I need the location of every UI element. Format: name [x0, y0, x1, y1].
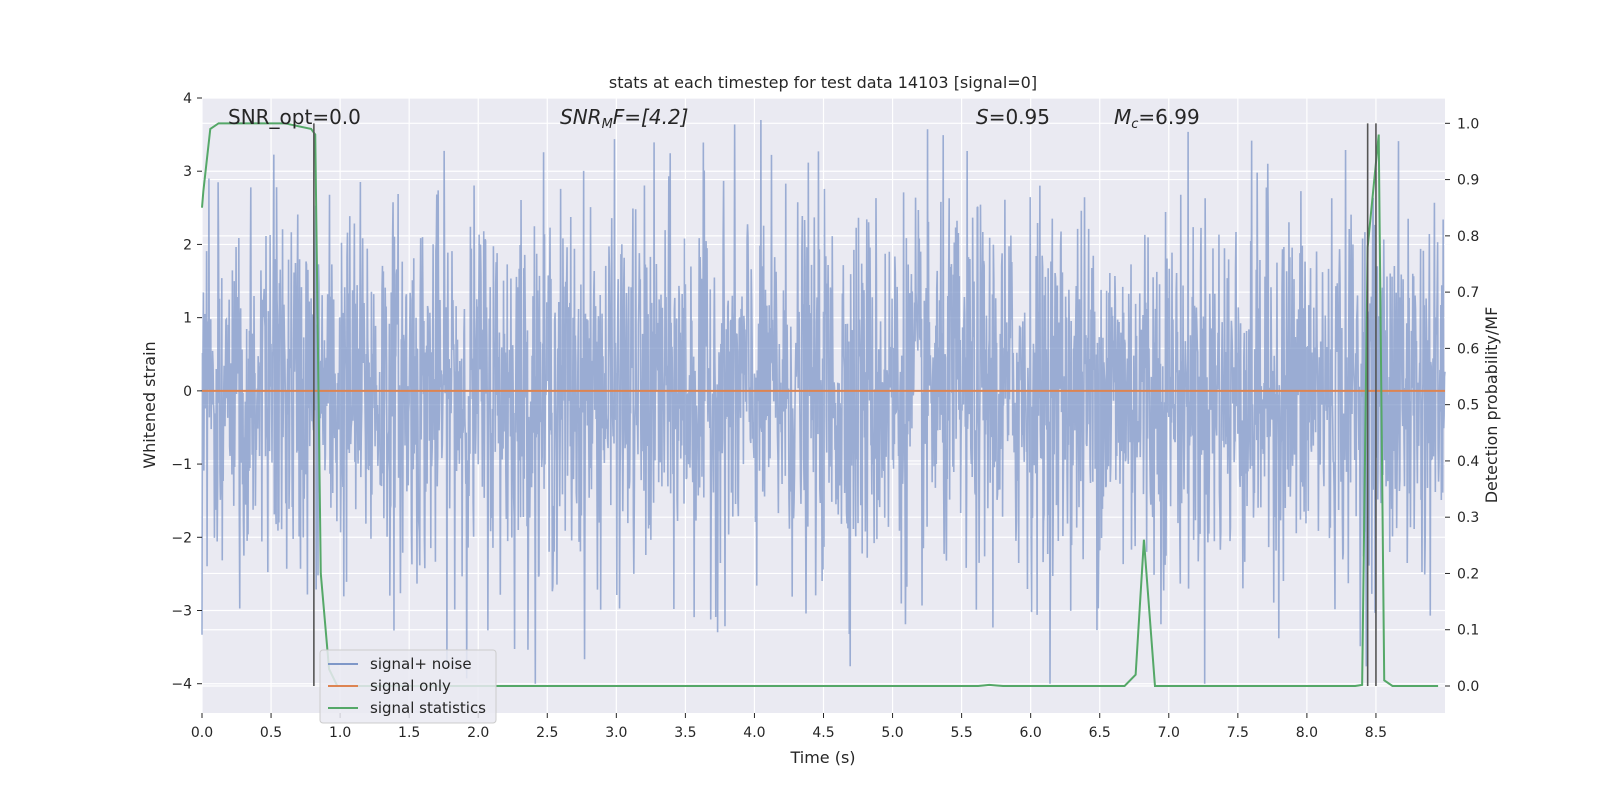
y-right-tick-label-1: 0.1 [1457, 623, 1479, 639]
x-tick-label-2: 1.0 [329, 725, 351, 741]
x-tick-label-8: 4.0 [743, 725, 765, 741]
y-tick-label-1: −3 [171, 604, 192, 620]
y-right-tick-label-5: 0.5 [1457, 398, 1479, 414]
legend-label-signal-statistics: signal statistics [370, 699, 486, 717]
s-rest: =0.95 [989, 105, 1050, 129]
y-tick-label-7: 3 [183, 164, 192, 180]
x-tick-label-4: 2.0 [467, 725, 489, 741]
chart-title: stats at each timestep for test data 141… [609, 73, 1037, 92]
legend-label-signal-noise: signal+ noise [370, 655, 472, 673]
x-tick-label-16: 8.0 [1296, 725, 1318, 741]
x-tick-label-3: 1.5 [398, 725, 420, 741]
y-right-tick-label-10: 1.0 [1457, 116, 1479, 132]
y-right-tick-label-9: 0.9 [1457, 173, 1479, 189]
annotation-s: S=0.95 [976, 105, 1050, 129]
y-ticks-right: 0.0 0.1 0.2 0.3 0.4 0.5 0.6 0.7 0.8 0.9 1.0 [1445, 116, 1479, 695]
annotation-mc: Mc=6.99 [1114, 105, 1200, 132]
x-tick-label-17: 8.5 [1365, 725, 1387, 741]
x-tick-label-12: 6.0 [1020, 725, 1042, 741]
x-tick-label-10: 5.0 [881, 725, 903, 741]
x-tick-label-13: 6.5 [1089, 725, 1111, 741]
x-tick-label-6: 3.0 [605, 725, 627, 741]
legend-box [319, 649, 497, 724]
snr-mf-rest: F=[4.2] [613, 105, 689, 129]
line-series [201, 122, 1445, 687]
annotation-snr-mf: SNRMF=[4.2] [560, 105, 688, 132]
x-tick-label-11: 5.5 [950, 725, 972, 741]
y-ticks: −4 −3 −2 −1 0 1 2 3 4 [171, 91, 202, 693]
y-tick-label-8: 4 [183, 91, 192, 107]
y-right-tick-label-4: 0.4 [1457, 454, 1479, 470]
y-right-tick-label-2: 0.2 [1457, 566, 1479, 582]
y-tick-label-6: 2 [183, 237, 192, 253]
legend-label-signal-only: signal only [370, 677, 451, 695]
y-tick-label-3: −1 [171, 457, 192, 473]
snr-mf-var: SNR [560, 105, 602, 129]
x-tick-label-5: 2.5 [536, 725, 558, 741]
mc-var: M [1114, 105, 1131, 129]
x-tick-label-15: 7.5 [1227, 725, 1249, 741]
vertical-markers [313, 123, 1377, 686]
mc-sub: c [1131, 117, 1138, 132]
s-var: S [976, 105, 989, 129]
series-signal-statistics [201, 122, 1439, 687]
legend: signal+ noise signal only signal statist… [319, 649, 497, 724]
x-tick-label-1: 0.5 [260, 725, 282, 741]
series-signal-noise [201, 119, 1446, 684]
x-tick-label-9: 4.5 [812, 725, 834, 741]
y-tick-label-0: −4 [171, 677, 192, 693]
y-axis-label-right: Detection probability/MF [1482, 307, 1501, 504]
y-tick-label-5: 1 [183, 311, 192, 327]
y-axis-label: Whitened strain [140, 341, 159, 468]
y-tick-label-2: −2 [171, 530, 192, 546]
signal-noise-series [201, 119, 1446, 684]
x-ticks: 0.0 0.5 1.0 1.5 2.0 2.5 3.0 3.5 4.0 4.5 5.0 5.5 6.0 6… [191, 713, 1387, 741]
x-axis-label: Time (s) [789, 748, 855, 767]
x-tick-label-7: 3.5 [674, 725, 696, 741]
y-right-tick-label-8: 0.8 [1457, 229, 1479, 245]
annotation-snr-opt: SNR_opt=0.0 [228, 105, 361, 129]
y-right-tick-label-6: 0.6 [1457, 341, 1479, 357]
y-right-tick-label-7: 0.7 [1457, 285, 1479, 301]
y-tick-label-4: 0 [183, 384, 192, 400]
snr-mf-sub: M [602, 117, 613, 132]
x-tick-label-14: 7.0 [1158, 725, 1180, 741]
x-tick-label-0: 0.0 [191, 725, 213, 741]
y-right-tick-label-3: 0.3 [1457, 510, 1479, 526]
mc-rest: =6.99 [1138, 105, 1199, 129]
y-right-tick-label-0: 0.0 [1457, 679, 1479, 695]
